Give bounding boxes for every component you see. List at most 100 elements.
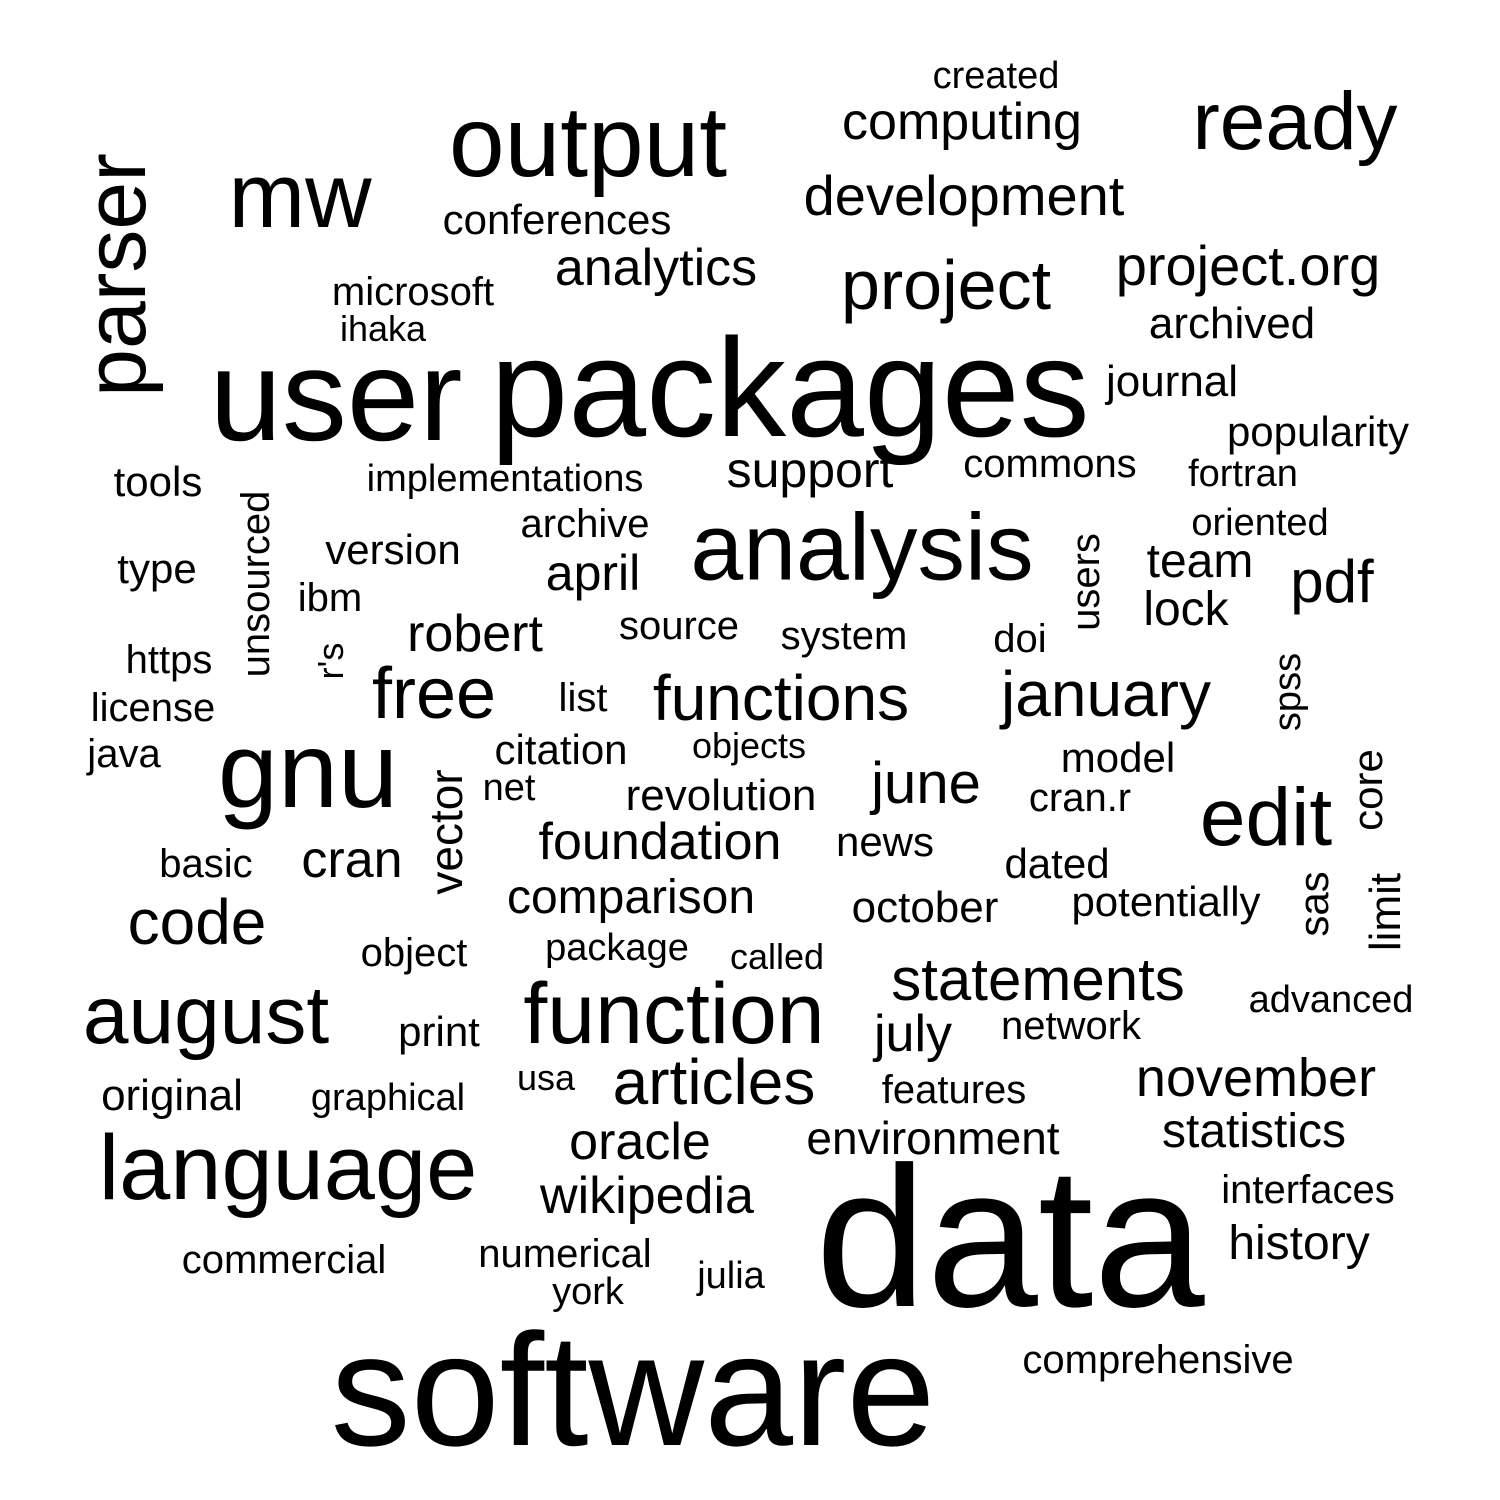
word-julia: julia xyxy=(697,1255,765,1297)
word-tools: tools xyxy=(113,458,203,505)
word-cran: cran xyxy=(301,831,403,889)
word-robert: robert xyxy=(407,605,543,663)
word-october: october xyxy=(851,883,999,932)
word-objects: objects xyxy=(691,725,807,766)
word-package: package xyxy=(545,927,689,969)
word-original: original xyxy=(101,1071,243,1120)
word-vector: vector xyxy=(420,769,472,895)
word-development: development xyxy=(803,164,1125,227)
word-dated: dated xyxy=(1004,840,1110,887)
word-computing: computing xyxy=(842,93,1082,151)
word-net: net xyxy=(482,767,536,809)
word-created: created xyxy=(932,55,1060,97)
word-project-org: project.org xyxy=(1115,234,1381,297)
word-model: model xyxy=(1060,734,1176,781)
word-potentially: potentially xyxy=(1071,878,1261,925)
word-conferences: conferences xyxy=(442,196,672,243)
word-output: output xyxy=(448,86,728,198)
word-fortran: fortran xyxy=(1188,453,1298,495)
word-history: history xyxy=(1228,1217,1370,1270)
word-gnu: gnu xyxy=(217,709,399,830)
word-software: software xyxy=(330,1300,936,1479)
word-july: july xyxy=(873,1005,953,1063)
word-java: java xyxy=(87,732,161,776)
word-lock: lock xyxy=(1143,583,1229,636)
word-citation: citation xyxy=(494,726,628,773)
word-oriented: oriented xyxy=(1191,502,1329,544)
word-packages: packages xyxy=(490,309,1090,466)
word-microsoft: microsoft xyxy=(331,270,495,314)
word-revolution: revolution xyxy=(625,771,817,820)
word-advanced: advanced xyxy=(1248,979,1414,1021)
word-january: january xyxy=(1001,658,1211,730)
word-mw: mw xyxy=(228,145,372,247)
word-comparison: comparison xyxy=(506,871,756,924)
word-foundation: foundation xyxy=(538,813,782,871)
word-license: license xyxy=(90,686,216,730)
word-implementations: implementations xyxy=(366,458,644,500)
word-print: print xyxy=(398,1008,480,1055)
word-commons: commons xyxy=(963,442,1137,486)
word-sas: sas xyxy=(1290,871,1337,937)
word-april: april xyxy=(545,545,641,601)
word-language: language xyxy=(98,1117,478,1219)
word-commercial: commercial xyxy=(181,1238,387,1282)
word-free: free xyxy=(371,654,497,734)
word-team: team xyxy=(1146,535,1254,588)
word-parser: parser xyxy=(68,153,164,397)
word-analysis: analysis xyxy=(690,494,1034,601)
word-november: november xyxy=(1135,1048,1377,1108)
word-users: users xyxy=(1064,533,1108,631)
word-numerical: numerical xyxy=(478,1232,652,1276)
word-news: news xyxy=(835,818,935,865)
word-user: user xyxy=(209,322,463,468)
word-object: object xyxy=(360,931,468,975)
word-statistics: statistics xyxy=(1161,1105,1347,1158)
word-june: june xyxy=(871,751,981,816)
word-https: https xyxy=(125,638,213,682)
word-functions: functions xyxy=(652,662,910,734)
word-doi: doi xyxy=(993,617,1047,661)
word-cran-r: cran.r xyxy=(1028,776,1132,820)
word-graphical: graphical xyxy=(310,1077,466,1119)
word-source: source xyxy=(618,604,740,648)
word-features: features xyxy=(881,1068,1027,1112)
word-support: support xyxy=(726,442,894,498)
word-journal: journal xyxy=(1105,357,1239,406)
word-list: list xyxy=(558,676,608,720)
word-basic: basic xyxy=(159,842,253,886)
word-rs: r's xyxy=(310,642,351,680)
word-ready: ready xyxy=(1192,76,1398,167)
word-code: code xyxy=(127,886,267,958)
word-called: called xyxy=(729,936,825,977)
word-limit: limit xyxy=(1361,872,1410,952)
word-spss: spss xyxy=(1267,652,1309,732)
word-august: august xyxy=(82,970,330,1061)
word-environment: environment xyxy=(806,1112,1060,1164)
word-unsourced: unsourced xyxy=(234,490,278,678)
word-network: network xyxy=(1000,1004,1142,1048)
word-interfaces: interfaces xyxy=(1221,1168,1395,1212)
word-oracle: oracle xyxy=(569,1113,711,1171)
word-archived: archived xyxy=(1148,299,1316,348)
word-function: function xyxy=(523,966,825,1062)
word-articles: articles xyxy=(612,1046,816,1118)
word-statements: statements xyxy=(891,946,1185,1013)
word-wikipedia: wikipedia xyxy=(540,1167,754,1225)
word-core: core xyxy=(1344,749,1391,831)
word-comprehensive: comprehensive xyxy=(1022,1338,1294,1382)
word-type: type xyxy=(117,545,197,592)
word-york: york xyxy=(552,1271,624,1313)
word-project: project xyxy=(840,246,1052,324)
word-data: data xyxy=(815,1126,1205,1349)
word-usa: usa xyxy=(516,1057,576,1098)
word-system: system xyxy=(780,614,908,658)
word-ibm: ibm xyxy=(297,576,363,620)
word-pdf: pdf xyxy=(1290,548,1374,615)
word-analytics: analytics xyxy=(554,239,758,297)
word-version: version xyxy=(325,526,461,573)
word-ihaka: ihaka xyxy=(339,308,427,349)
word-popularity: popularity xyxy=(1226,408,1410,455)
word-archive: archive xyxy=(520,502,650,546)
